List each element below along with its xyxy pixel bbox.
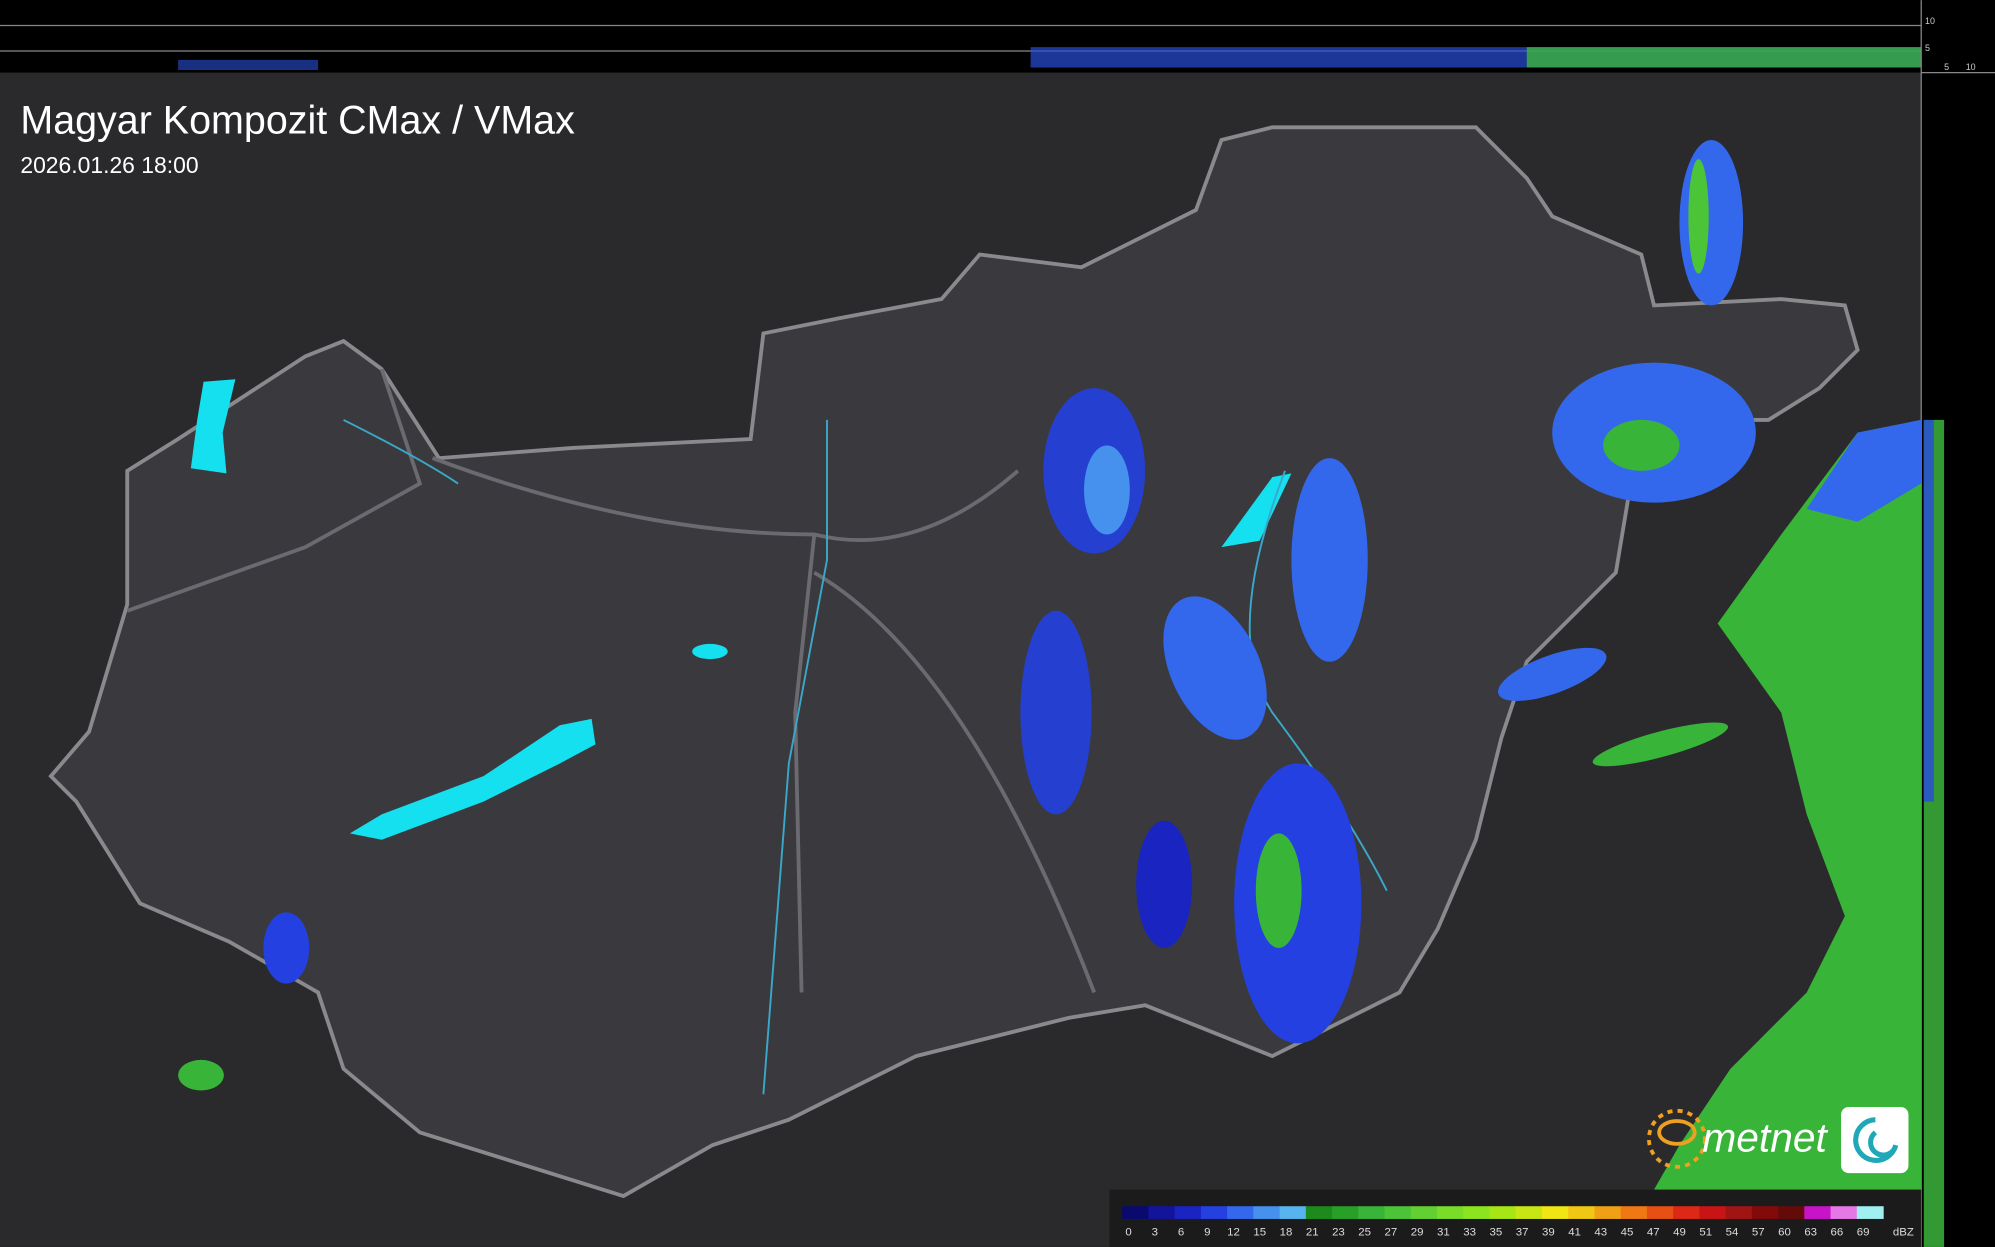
logo-text: metnet [1702, 1115, 1828, 1161]
echo [1654, 419, 1922, 1190]
echo [1688, 159, 1709, 274]
strip-echo [178, 59, 319, 71]
legend-label: 39 [1542, 1226, 1555, 1238]
legend-label: 41 [1568, 1226, 1581, 1238]
legend-swatch [1279, 1206, 1307, 1219]
echo [1163, 596, 1267, 740]
legend-swatch [1227, 1206, 1255, 1219]
legend-swatch [1332, 1206, 1359, 1219]
legend-swatch [1384, 1206, 1412, 1219]
legend-swatch [1830, 1206, 1858, 1219]
side-label: 5 [1944, 62, 1949, 72]
title: Magyar Kompozit CMax / VMax [20, 99, 575, 143]
strip-echo [1526, 47, 1922, 68]
legend-swatch [1437, 1206, 1464, 1219]
lake [190, 379, 236, 474]
legend-label: 49 [1673, 1226, 1686, 1238]
legend-label: 47 [1647, 1226, 1660, 1238]
legend-label: 23 [1332, 1226, 1345, 1238]
legend-label: 60 [1778, 1226, 1791, 1238]
legend-label: 15 [1253, 1226, 1266, 1238]
logo-icon [1853, 1117, 1899, 1163]
logo-sun [1647, 1108, 1707, 1169]
legend-label: 43 [1594, 1226, 1607, 1238]
legend-label: 37 [1516, 1226, 1529, 1238]
echo [263, 912, 310, 984]
logo-sun [1657, 1119, 1697, 1146]
legend-label: 51 [1699, 1226, 1712, 1238]
legend-label: 25 [1358, 1226, 1371, 1238]
legend-swatch [1148, 1206, 1176, 1219]
legend-label: 54 [1726, 1226, 1739, 1238]
lake [349, 718, 596, 840]
country-outline [48, 125, 1860, 1199]
echo [1020, 610, 1092, 815]
legend-swatch [1804, 1206, 1832, 1219]
echo [1291, 458, 1368, 662]
legend-swatch [1305, 1206, 1333, 1219]
legend-label: 33 [1463, 1226, 1476, 1238]
legend-label: 12 [1227, 1226, 1240, 1238]
legend-swatch [1725, 1206, 1753, 1219]
legend-swatch [1699, 1206, 1727, 1219]
legend-label: 57 [1752, 1226, 1765, 1238]
legend-swatch [1463, 1206, 1491, 1219]
legend-label: 35 [1489, 1226, 1502, 1238]
legend-label: 6 [1178, 1226, 1184, 1238]
side-label: 5 [1925, 43, 1930, 53]
legend-label: 18 [1280, 1226, 1293, 1238]
logo: metnet [1647, 1106, 1909, 1174]
legend-swatch [1253, 1206, 1281, 1219]
strip-echo [1923, 419, 1934, 802]
legend-label: 45 [1621, 1226, 1634, 1238]
echo [1255, 833, 1302, 948]
legend-swatch [1174, 1206, 1202, 1219]
legend-swatch [1515, 1206, 1543, 1219]
timestamp: 2026.01.26 18:00 [20, 152, 198, 178]
legend-swatch [1489, 1206, 1517, 1219]
legend-label: 3 [1152, 1226, 1158, 1238]
legend-swatch [1620, 1206, 1648, 1219]
side-label: 10 [1966, 62, 1976, 72]
legend-label: 0 [1125, 1226, 1131, 1238]
echo [1084, 445, 1130, 535]
side-label: 10 [1925, 16, 1935, 26]
legend-swatch [1673, 1206, 1701, 1219]
echo [1806, 419, 1922, 522]
legend-swatch [1200, 1206, 1228, 1219]
legend-label: 63 [1804, 1226, 1817, 1238]
legend-swatch [1122, 1206, 1150, 1219]
legend-label: 29 [1411, 1226, 1424, 1238]
legend-swatch [1410, 1206, 1438, 1219]
lake [1221, 473, 1292, 548]
echo [1603, 419, 1680, 471]
echo [1498, 647, 1607, 701]
legend-label: 27 [1385, 1226, 1398, 1238]
legend-swatch [1646, 1206, 1674, 1219]
legend-swatch [1856, 1206, 1884, 1219]
legend-swatch [1358, 1206, 1386, 1219]
legend-swatch [1594, 1206, 1622, 1219]
legend-swatch [1751, 1206, 1779, 1219]
legend-label: 69 [1857, 1226, 1870, 1238]
legend-swatch [1778, 1206, 1805, 1219]
river [343, 419, 1388, 1095]
legend-label: 9 [1204, 1226, 1210, 1238]
legend-label: 66 [1831, 1226, 1844, 1238]
legend-label: 31 [1437, 1226, 1450, 1238]
lake [692, 643, 728, 660]
legend-swatch [1568, 1206, 1596, 1219]
logo-icon [1841, 1106, 1909, 1174]
echo [1136, 820, 1193, 948]
legend-label: 21 [1306, 1226, 1319, 1238]
echo [178, 1059, 224, 1091]
echo [1592, 722, 1729, 767]
legend-unit: dBZ [1893, 1226, 1914, 1238]
legend-swatch [1541, 1206, 1569, 1219]
road [126, 368, 1096, 994]
